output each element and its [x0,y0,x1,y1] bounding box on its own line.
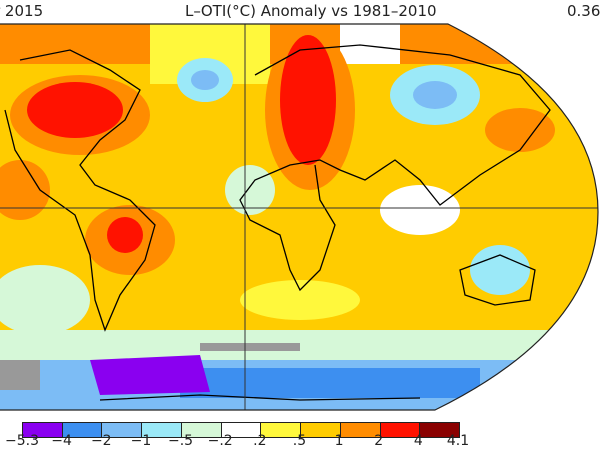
legend-tick-label: −2 [90,433,112,449]
legend-tick-label: −1 [130,433,152,449]
legend-swatch-1 [62,423,103,437]
legend-swatch-4 [181,423,222,437]
legend-tick-label: 1 [334,433,344,449]
legend-swatch-3 [142,423,182,437]
legend-tick-label: −.5 [167,433,194,449]
global-mean-value: 0.36 [567,2,600,20]
map-title: L–OTI(°C) Anomaly vs 1981–2010 [185,2,437,20]
legend-tick-label: −5.3 [5,433,39,449]
legend-tick-label: 2 [374,433,384,449]
legend-tick-label: 4 [413,433,423,449]
legend-tick-label: 4.1 [446,433,470,449]
legend-tick-label: −4 [51,433,72,449]
anomaly-map [0,23,599,411]
legend-swatch-8 [340,423,381,437]
color-legend [22,422,460,438]
legend-tick-label: .5 [292,433,307,449]
legend-swatch-5 [221,423,262,437]
legend-swatch-0 [23,423,63,437]
legend-tick-label: .2 [253,433,267,449]
legend-tick-label: −.2 [207,433,233,449]
legend-swatch-6 [261,423,302,437]
date-label: r 2015 [0,2,44,20]
legend-swatch-9 [380,423,421,437]
legend-swatch-2 [102,423,143,437]
legend-swatch-7 [301,423,341,437]
legend-swatch-10 [420,423,460,437]
